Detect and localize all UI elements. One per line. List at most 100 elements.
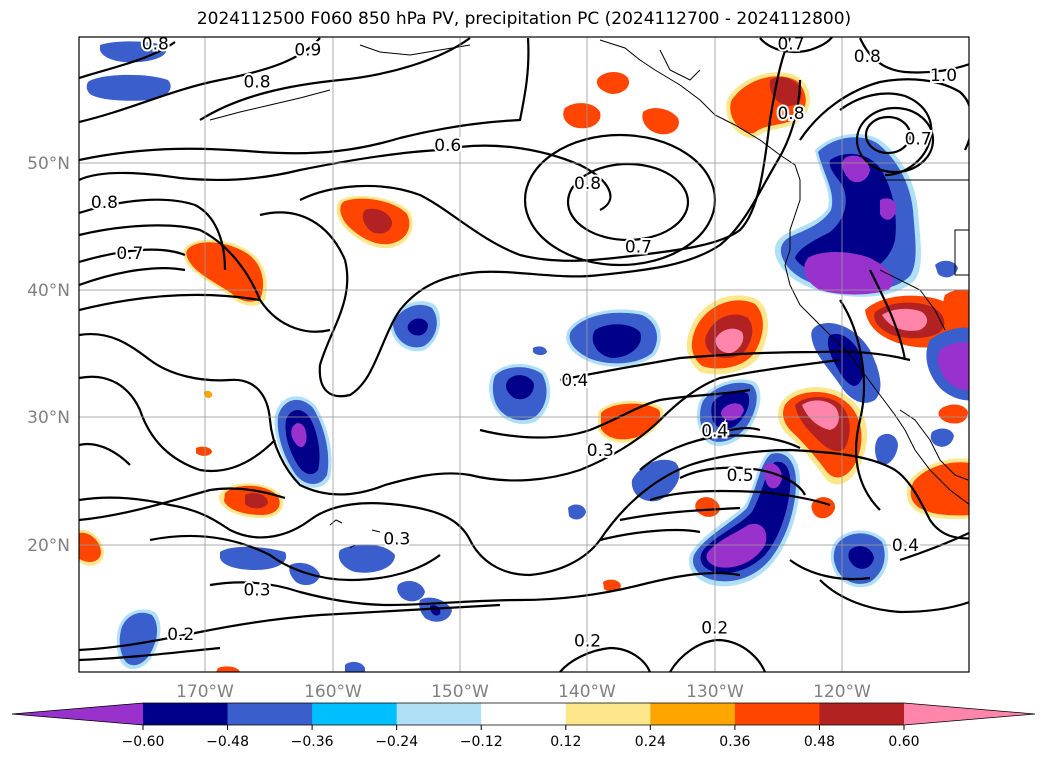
contour-label: 0.8 xyxy=(777,104,804,124)
precip-region xyxy=(804,252,894,295)
precip-region xyxy=(204,390,213,399)
precip-region xyxy=(721,403,744,421)
precip-region xyxy=(603,579,621,592)
precip-region xyxy=(827,333,864,386)
precip-region xyxy=(86,74,171,101)
map-content: 0.8 0.9 0.8 0.6 0.8 0.7 0.5 0.2 0.3 0.8 0.7 0.4 0.3 0… xyxy=(51,34,969,672)
contour-label: 0.6 xyxy=(434,136,461,156)
precip-region xyxy=(397,580,425,602)
contour-label: 1.0 xyxy=(930,66,957,86)
precip-region xyxy=(802,400,839,430)
precip-region xyxy=(289,562,320,586)
chart-title: 2024112500 F060 850 hPa PV, precipitatio… xyxy=(197,9,851,29)
contour-label: 0.7 xyxy=(777,34,804,54)
contour-label: 0.3 xyxy=(243,580,270,600)
precip-positive-regions xyxy=(79,72,969,672)
lon-tick-label: 170°W xyxy=(176,682,234,702)
precip-region xyxy=(100,41,167,63)
precip-region xyxy=(763,463,782,489)
colorbar-tick-label: −0.12 xyxy=(460,734,503,750)
precip-region xyxy=(245,492,268,509)
lon-tick-label: 160°W xyxy=(304,682,362,702)
colorbar-tick-label: −0.24 xyxy=(375,734,418,750)
precip-region xyxy=(601,403,661,440)
precip-region xyxy=(795,153,896,278)
lat-tick-label: 40°N xyxy=(27,281,70,301)
precip-region xyxy=(407,318,428,336)
contour-label: 0.2 xyxy=(167,625,194,645)
colorbar-segment xyxy=(143,703,229,725)
colorbar-tick-label: 0.60 xyxy=(888,734,919,750)
precip-region xyxy=(769,77,802,106)
contour-label: 0.7 xyxy=(905,130,932,150)
colorbar-segment xyxy=(481,703,567,725)
colorbar-segment xyxy=(565,703,651,725)
contour-label: 0.7 xyxy=(116,244,143,264)
precip-region xyxy=(848,546,874,569)
colorbar-tick-label: 0.12 xyxy=(550,734,581,750)
precip-region xyxy=(882,308,928,331)
precip-region xyxy=(345,661,365,672)
contour-label: 0.4 xyxy=(701,422,728,442)
precip-region xyxy=(910,462,969,516)
contour-label: 0.8 xyxy=(91,193,118,213)
pv-contour-labels: 0.8 0.9 0.8 0.6 0.8 0.7 0.5 0.2 0.3 0.8 0.7 0.4 0.3 0… xyxy=(51,34,959,653)
lon-tick-label: 130°W xyxy=(686,682,744,702)
colorbar-extend-min xyxy=(12,703,143,725)
contour-label-bg xyxy=(51,344,81,363)
contour-label: 0.9 xyxy=(294,41,321,61)
precip-region xyxy=(362,208,392,234)
colorbar-tick-label: −0.60 xyxy=(122,734,165,750)
colorbar-tick-label: 0.36 xyxy=(719,734,750,750)
lat-tick-label: 20°N xyxy=(27,536,70,556)
colorbar-tick-label: 0.48 xyxy=(804,734,835,750)
contour-label: 0.3 xyxy=(383,530,410,550)
precip-region xyxy=(930,428,954,447)
lon-tick-label: 140°W xyxy=(558,682,616,702)
contour-label: 0.5 xyxy=(727,466,754,486)
precip-region xyxy=(875,433,898,465)
contour-label: 0.8 xyxy=(142,34,169,54)
precip-region xyxy=(220,546,287,570)
precip-region xyxy=(706,523,767,568)
precip-region xyxy=(338,544,395,573)
contour-label: 0.3 xyxy=(587,441,614,461)
precip-region xyxy=(935,260,958,278)
colorbar-tick-label: −0.36 xyxy=(291,734,334,750)
colorbar-tick-label: 0.24 xyxy=(635,734,666,750)
contour-label: 0.2 xyxy=(53,346,80,366)
contour-label: 0.8 xyxy=(243,72,270,92)
contour-label: 0.8 xyxy=(574,174,601,194)
lon-tick-label: 150°W xyxy=(431,682,489,702)
longitude-tick-labels: 170°W 160°W 150°W 140°W 130°W 120°W xyxy=(176,682,871,702)
precip-region xyxy=(642,108,679,135)
colorbar-segment xyxy=(734,703,820,725)
precip-region xyxy=(216,666,240,672)
precip-region xyxy=(196,446,212,456)
precip-region xyxy=(695,497,720,517)
colorbar-tick-label: −0.48 xyxy=(206,734,249,750)
gridlines xyxy=(79,37,969,672)
contour-label: 0.2 xyxy=(574,631,601,651)
precip-region xyxy=(79,532,101,562)
contour-label: 0.2 xyxy=(701,619,728,639)
colorbar-segment xyxy=(819,703,905,725)
contour-label: 0.4 xyxy=(561,371,588,391)
precip-region xyxy=(596,72,630,94)
contour-label: 0.4 xyxy=(892,536,919,556)
precip-region xyxy=(880,198,897,220)
latitude-tick-labels: 50°N 40°N 30°N 20°N xyxy=(27,154,70,556)
colorbar-segment xyxy=(650,703,736,725)
precip-region xyxy=(533,346,547,355)
precip-region xyxy=(119,612,158,666)
colorbar-segment xyxy=(312,703,398,725)
lat-tick-label: 50°N xyxy=(27,154,70,174)
colorbar-segment xyxy=(396,703,482,725)
lon-tick-label: 120°W xyxy=(813,682,871,702)
colorbar-segment xyxy=(227,703,313,725)
contour-label: 0.7 xyxy=(625,238,652,258)
colorbar-extend-max xyxy=(904,703,1035,725)
colorbar: −0.60 −0.48 −0.36 −0.24 −0.12 0.12 0.24 0.36 0.4… xyxy=(11,702,1036,750)
precip-region xyxy=(563,103,601,129)
contour-label: 0.8 xyxy=(854,47,881,67)
